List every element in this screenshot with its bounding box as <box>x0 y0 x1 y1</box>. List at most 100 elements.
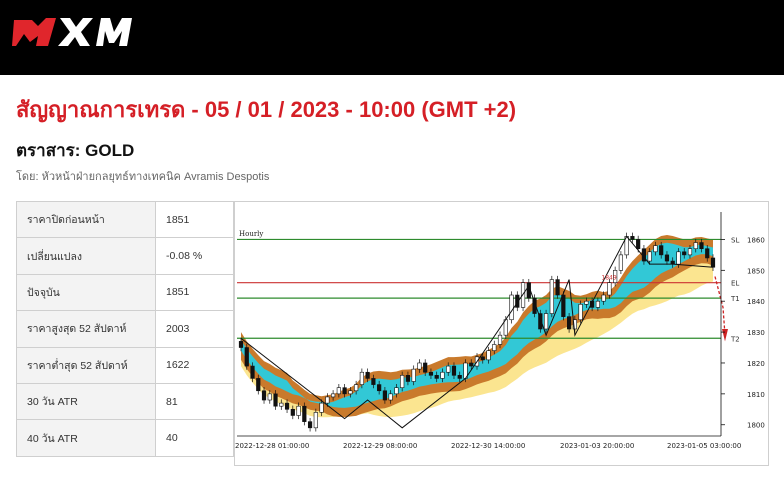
candle <box>584 300 589 305</box>
candle <box>284 402 290 410</box>
candle <box>256 378 261 392</box>
candle <box>371 378 376 385</box>
candle <box>451 365 457 376</box>
xm-logo[interactable] <box>12 12 132 52</box>
candle <box>693 242 698 250</box>
stat-label: ปัจจุบัน <box>16 273 156 312</box>
candle <box>566 316 572 330</box>
zigzag-line <box>240 235 714 429</box>
candle <box>400 375 405 388</box>
price-chart-svg: SL EL T1 T2 1849 1800 1810 1820 1830 1840 1850 1860… <box>235 212 765 450</box>
level-label-t1: T1 <box>730 295 740 303</box>
candle <box>647 251 652 262</box>
candle <box>555 279 560 296</box>
candle <box>440 371 445 379</box>
candle <box>290 408 295 416</box>
candle <box>532 297 537 314</box>
candle <box>325 396 330 404</box>
candle <box>336 387 341 395</box>
candle <box>492 344 497 351</box>
x-tick-label: 2022-12-30 14:00:00 <box>451 442 525 450</box>
candle <box>457 375 462 379</box>
candle <box>267 393 272 401</box>
stat-label: ราคาปิดก่อนหน้า <box>16 200 156 239</box>
candle <box>710 257 716 268</box>
x-tick-label: 2022-12-28 01:00:00 <box>235 442 309 450</box>
x-tick-label: 2023-01-03 20:00:00 <box>560 442 634 450</box>
candle <box>549 279 554 314</box>
candle <box>342 387 347 395</box>
stat-value: 40 <box>155 419 234 457</box>
candle <box>682 251 687 256</box>
candle <box>423 362 428 373</box>
candle <box>543 313 549 330</box>
projection-arrowhead <box>722 329 728 342</box>
author-byline: โดย: หัวหน้าฝ่ายกลยุทธ์ทางเทคนิค Avramis… <box>16 171 270 183</box>
stat-value: 81 <box>155 382 234 421</box>
candle <box>388 393 393 401</box>
level-label-t2: T2 <box>730 335 740 343</box>
stats-row: 30 วัน ATR 81 <box>16 382 234 421</box>
candle <box>578 303 583 321</box>
candle <box>405 375 411 382</box>
instrument-heading: ตราสาร: GOLD <box>16 141 135 160</box>
candle <box>607 282 612 296</box>
candle <box>377 384 382 392</box>
candle <box>653 245 658 253</box>
candle <box>348 390 353 395</box>
stat-label: เปลี่ยนแปลง <box>16 237 156 275</box>
candle <box>676 251 681 265</box>
level-label-sl: SL <box>731 236 739 244</box>
y-tick-label: 1850 <box>747 267 765 275</box>
stat-value: 1851 <box>155 200 234 239</box>
candle <box>687 248 693 256</box>
y-tick-label: 1830 <box>747 329 765 337</box>
header-bar <box>0 0 784 75</box>
candle <box>572 319 577 330</box>
stats-row: เปลี่ยนแปลง -0.08 % <box>16 237 234 275</box>
candle <box>411 368 416 382</box>
candle <box>250 365 255 379</box>
stats-row: ราคาสูงสุด 52 สัปดาห์ 2003 <box>16 310 234 348</box>
candle <box>446 365 451 373</box>
candle <box>497 334 503 345</box>
candle <box>296 405 301 416</box>
candle <box>354 384 359 392</box>
candle <box>273 393 278 407</box>
stats-row: 40 วัน ATR 40 <box>16 419 234 457</box>
y-tick-label: 1810 <box>747 391 765 399</box>
page-title: สัญญาณการเทรด - 05 / 01 / 2023 - 10:00 (… <box>16 97 517 122</box>
candle <box>319 402 324 413</box>
candle <box>590 300 595 308</box>
candle <box>705 248 710 259</box>
stat-value: 2003 <box>155 310 234 348</box>
candle <box>434 375 439 379</box>
y-tick-label: 1800 <box>747 422 765 430</box>
stat-value: 1622 <box>155 346 234 384</box>
candle <box>244 347 249 367</box>
candle <box>279 402 284 407</box>
y-tick-label: 1820 <box>747 360 765 368</box>
candle <box>238 341 244 348</box>
candle <box>515 294 520 308</box>
candle <box>538 313 543 330</box>
candle <box>365 371 370 379</box>
candle <box>630 236 635 240</box>
candle <box>659 245 664 256</box>
inline-price-label: 1849 <box>601 275 616 282</box>
candle <box>664 254 670 262</box>
stats-row: ปัจจุบัน 1851 <box>16 273 234 312</box>
candle <box>636 239 641 250</box>
stat-label: ราคาต่ำสุด 52 สัปดาห์ <box>16 346 156 384</box>
stats-row: ราคาต่ำสุด 52 สัปดาห์ 1622 <box>16 346 234 384</box>
stat-value: 1851 <box>155 273 234 312</box>
candle <box>486 350 491 361</box>
candle <box>618 254 624 271</box>
candle <box>417 362 422 370</box>
stats-row: ราคาปิดก่อนหน้า 1851 <box>16 200 234 239</box>
x-tick-label: 2023-01-05 03:00:00 <box>667 442 741 450</box>
price-chart: SL EL T1 T2 1849 1800 1810 1820 1830 1840 1850 1860… <box>234 201 769 466</box>
y-tick-label: 1840 <box>747 298 765 306</box>
candle <box>509 294 514 321</box>
candle <box>261 390 267 401</box>
